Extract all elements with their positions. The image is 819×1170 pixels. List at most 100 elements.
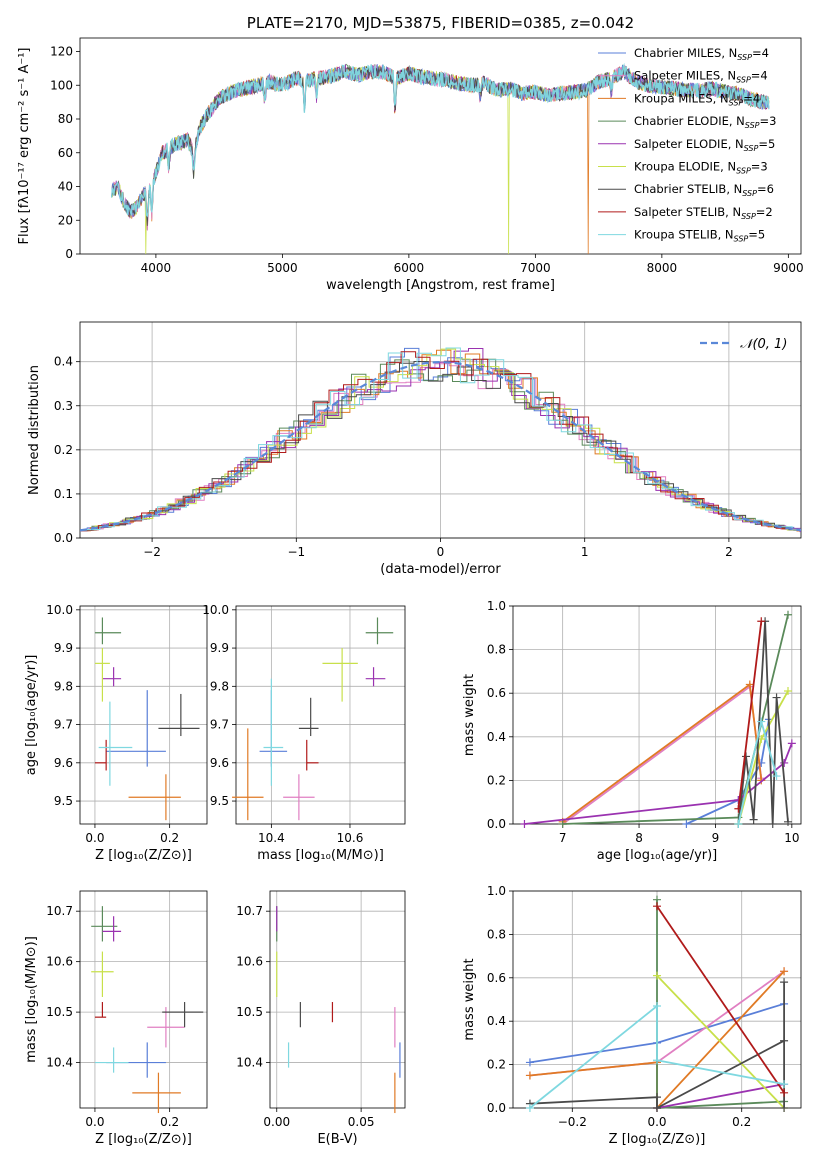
y-tick-label: 80: [58, 112, 73, 126]
legend-text: Salpeter STELIB, N: [634, 205, 741, 219]
weight-point: [520, 820, 529, 828]
weight-line: [656, 1083, 785, 1109]
residuals-legend-text: 𝒩(0, 1): [740, 337, 787, 352]
y-tick-label: 0.6: [487, 971, 506, 985]
weight-line: [656, 974, 785, 1109]
spectrum-ylabel: Flux [fλ10⁻¹⁷ erg cm⁻² s⁻¹ A⁻¹]: [17, 48, 32, 245]
x-tick-label: 8: [635, 831, 643, 845]
y-tick-label: 9.6: [54, 756, 73, 770]
age_vs_mass-errorbars: [232, 617, 394, 821]
legend-text: Chabrier ELODIE, N: [634, 114, 745, 128]
x-tick-label: 0.0: [85, 831, 104, 845]
y-tick-label: 10.7: [46, 904, 73, 918]
legend-text: Chabrier STELIB, N: [634, 182, 742, 196]
legend-tail: =2: [756, 205, 773, 219]
mass_vs_ebv-axes: 0.00 0.05 10.4 10.5 10.6 10.7 E(B-V): [236, 890, 406, 1147]
y-tick-label: 1.0: [487, 599, 506, 613]
weight-point: [780, 1036, 789, 1045]
weight-line: [529, 982, 785, 1110]
legend-sub: SSP: [742, 189, 757, 198]
y-tick-label: 1.0: [487, 884, 506, 898]
y-tick-label: 20: [58, 213, 73, 227]
legend-sub: SSP: [736, 76, 751, 85]
y-tick-label: 9.9: [54, 641, 73, 655]
y-tick-label: 10.5: [46, 1005, 73, 1019]
y-tick-label: 100: [50, 78, 73, 92]
x-tick-label: 1: [581, 545, 589, 559]
y-tick-label: 10.4: [236, 1056, 263, 1070]
x-tick-label: 0.0: [647, 1115, 666, 1129]
y-tick-label: 10.0: [202, 603, 229, 617]
y-tick-label: 10.7: [236, 904, 263, 918]
weight-point: [682, 820, 691, 828]
x-tick-label: −0.2: [558, 1115, 587, 1129]
mass_vs_Z-frame: [79, 890, 208, 1109]
legend-text: Salpeter MILES, N: [634, 69, 736, 83]
weight-point: [784, 817, 793, 826]
y-tick-label: 9.6: [210, 756, 229, 770]
weight-point: [653, 1104, 661, 1112]
age_vs_Z-errorbars: [94, 617, 200, 821]
weight-point: [780, 967, 789, 976]
weight-point: [757, 717, 766, 726]
mass_vs_ebv-xlabel: E(B-V): [317, 1132, 357, 1147]
weight_vs_Z-axes: −0.2 0.0 0.2 0.0 0.2 0.4 0.6 0.8 1.0 Z [log₁₀(Z/Z…: [462, 884, 802, 1147]
x-tick-label: 8000: [647, 261, 678, 275]
x-tick-label: 10.4: [258, 831, 285, 845]
x-tick-label: 7000: [520, 261, 551, 275]
y-tick-label: 9.9: [210, 641, 229, 655]
histograms: [80, 347, 801, 533]
legend-sub: SSP: [734, 235, 749, 244]
weight-line: [737, 621, 763, 809]
legend-entry: Salpeter STELIB, NSSP=2: [634, 205, 773, 221]
y-tick-label: 10.4: [46, 1056, 73, 1070]
y-tick-label: 0.4: [54, 355, 73, 369]
legend-tail: =4: [752, 46, 769, 60]
histogram-step: [80, 347, 801, 532]
age_vs_mass-xlabel: mass [log₁₀(M/M⊙)]: [257, 848, 384, 863]
weight-line: [656, 899, 785, 1109]
spectrum-frame: [79, 37, 802, 255]
histogram-step: [82, 361, 801, 531]
y-tick-label: 0.4: [487, 730, 506, 744]
residuals-ylabel: Normed distribution: [27, 365, 42, 495]
age_vs_mass-axes: 10.4 10.6 9.5 9.6 9.7 9.8 9.9 10.0 mass [log₁₀(M…: [202, 603, 406, 863]
weight-point: [525, 1104, 534, 1112]
age_vs_mass-frame: [235, 605, 406, 825]
legend-sub: SSP: [745, 121, 760, 130]
x-tick-label: −2: [143, 545, 161, 559]
weight-point: [558, 820, 567, 828]
y-tick-label: 0.1: [54, 487, 73, 501]
weight_vs_age-series: [520, 610, 796, 828]
x-tick-label: 0.05: [348, 1115, 375, 1129]
y-tick-label: 10.5: [236, 1005, 263, 1019]
spectrum-axes: 4000 5000 6000 7000 8000 9000 0 20 40 60 80 100 120 w…: [17, 37, 804, 293]
residuals-axes: −2 −1 0 1 2 0.0 0.1 0.2 0.3 0.4 (data-model)/error…: [27, 321, 802, 577]
weight-point: [780, 1088, 789, 1097]
y-tick-label: 0.8: [487, 643, 506, 657]
y-tick-label: 10.0: [46, 603, 73, 617]
weight-line: [524, 742, 793, 825]
y-tick-label: 9.8: [54, 679, 73, 693]
legend-text: Kroupa STELIB, N: [634, 228, 734, 242]
weight-point: [757, 617, 766, 626]
weight-point: [525, 1058, 534, 1067]
mass_vs_Z-xlabel: Z [log₁₀(Z/Z⊙)]: [95, 1132, 192, 1147]
x-tick-label: 0: [437, 545, 445, 559]
residuals-xlabel: (data-model)/error: [380, 562, 501, 577]
legend-text: Chabrier MILES, N: [634, 46, 737, 60]
y-tick-label: 0.0: [54, 531, 73, 545]
legend-entry: Chabrier STELIB, NSSP=6: [634, 182, 774, 198]
y-tick-label: 0.4: [487, 1014, 506, 1028]
weight-point: [780, 1104, 789, 1112]
histogram-step: [80, 348, 801, 531]
weight_vs_age-xlabel: age [log₁₀(age/yr)]: [597, 848, 718, 863]
x-tick-label: 10.6: [337, 831, 364, 845]
weight-line: [656, 905, 785, 1094]
x-tick-label: 4000: [141, 261, 172, 275]
legend-entry: Chabrier ELODIE, NSSP=3: [634, 114, 776, 130]
mass_vs_Z-axes: 0.0 0.2 10.4 10.5 10.6 10.7 Z [log₁₀(Z/Z⊙)] mas…: [24, 890, 208, 1147]
legend-tail: =5: [748, 228, 765, 242]
age_vs_Z-axes: 0.0 0.2 9.5 9.6 9.7 9.8 9.9 10.0 Z [log₁₀(Z/Z⊙)]…: [24, 603, 208, 863]
